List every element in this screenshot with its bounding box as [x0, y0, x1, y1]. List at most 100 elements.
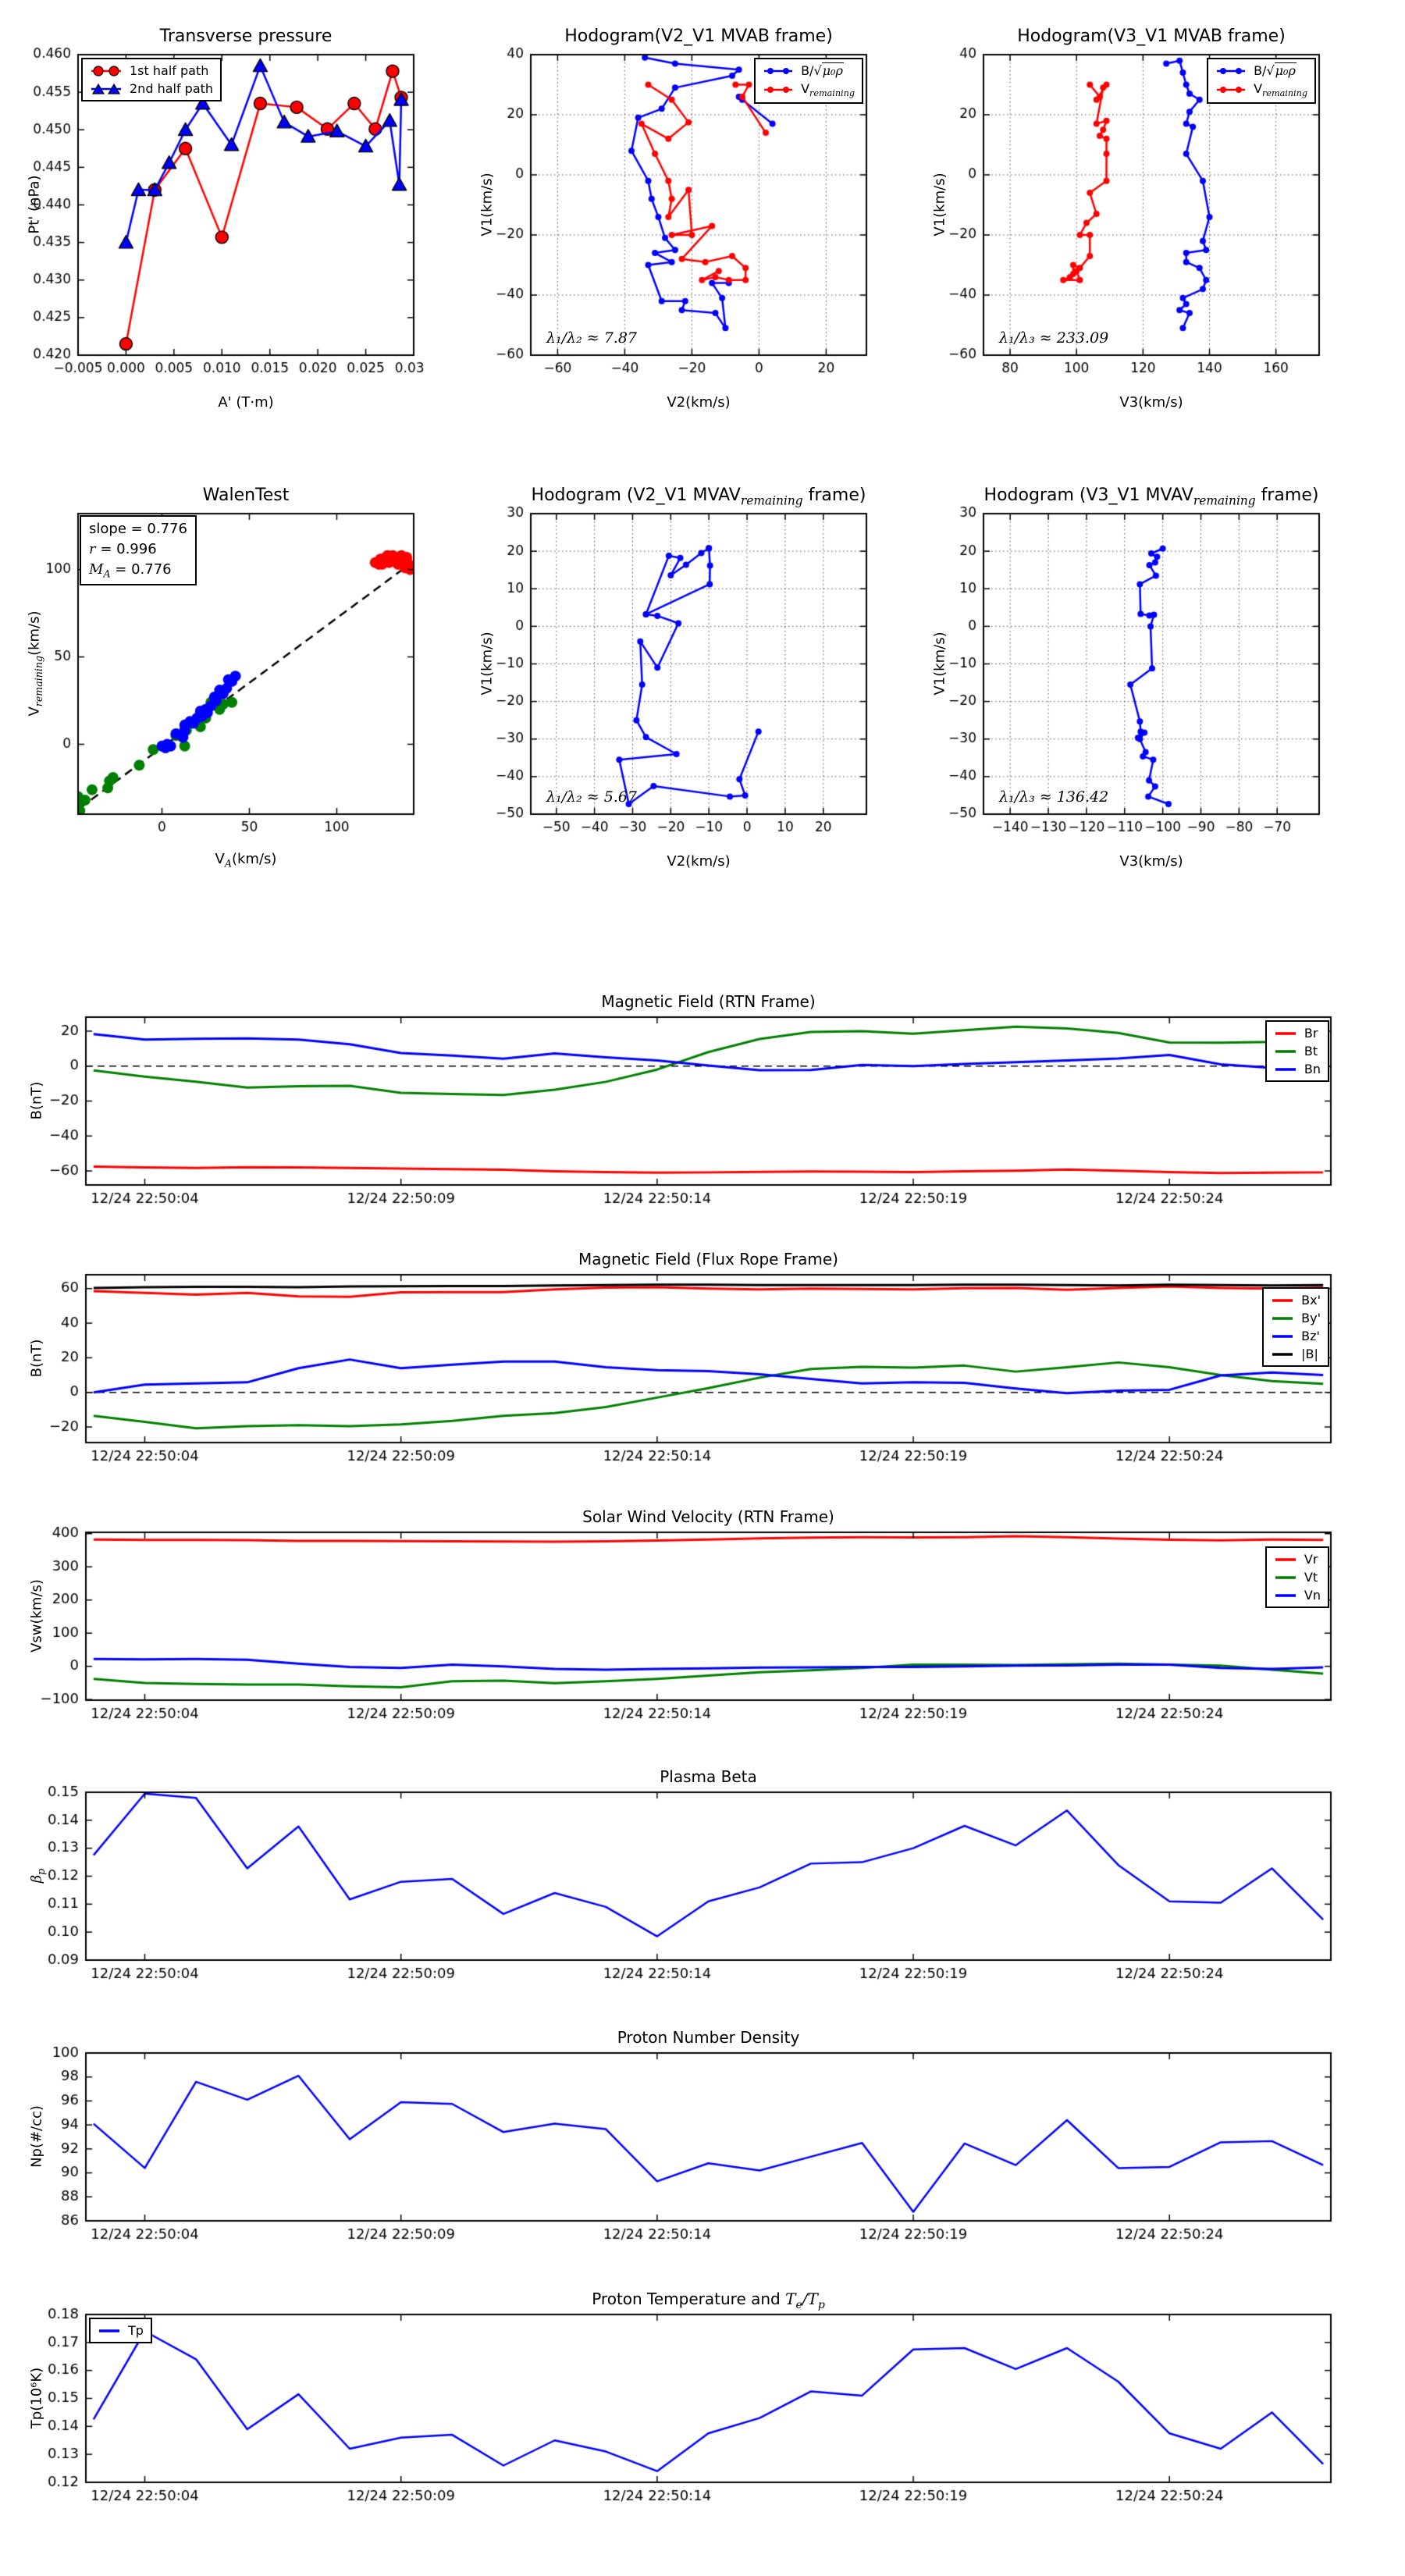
chart-title: Hodogram(V2_V1 MVAB frame)	[564, 27, 833, 46]
chart-title: Proton Temperature and Te/Tp	[592, 2290, 825, 2311]
black-line-marker-icon	[1272, 1352, 1293, 1356]
legend-label: Bz'	[1301, 1329, 1320, 1343]
legend-label: B/√μ₀ρ	[801, 62, 844, 78]
legend-label: Vr	[1304, 1552, 1318, 1567]
legend-item: Vt	[1274, 1568, 1321, 1586]
y-axis-label: V1(km/s)	[478, 173, 496, 237]
panel-walen-test: WalenTest Vremaining(km/s) VA(km/s) slop…	[9, 481, 425, 871]
legend-label: Bt	[1304, 1044, 1318, 1059]
red-circle-line-marker-icon	[91, 65, 121, 76]
panel-proton-number-density: Proton Number Density Np(#/cc)	[9, 2026, 1405, 2252]
panel-solar-wind-velocity: Solar Wind Velocity (RTN Frame) Vsw(km/s…	[9, 1506, 1405, 1731]
y-axis-label: V1(km/s)	[478, 632, 496, 696]
slope-value: slope = 0.776	[89, 521, 187, 537]
legend-label: Vt	[1304, 1570, 1318, 1585]
blue-line-marker-icon	[1275, 1593, 1296, 1597]
legend-label: |B|	[1301, 1347, 1318, 1361]
panel-magnetic-field-flux-rope: Magnetic Field (Flux Rope Frame) B(nT) B…	[9, 1248, 1405, 1474]
panel-proton-temperature: Proton Temperature and Te/Tp Tp(10⁶K) Tp	[9, 2288, 1405, 2514]
green-line-marker-icon	[1275, 1575, 1296, 1579]
legend-item: Bx'	[1271, 1291, 1321, 1309]
legend-item: Vremaining	[1215, 80, 1307, 100]
chart-title: WalenTest	[202, 486, 290, 505]
y-axis-label: Vremaining(km/s)	[26, 610, 45, 717]
blue-line-marker-icon	[99, 2329, 119, 2332]
x-axis-label: V3(km/s)	[1119, 853, 1183, 870]
y-axis-label: Tp(10⁶K)	[28, 2367, 45, 2429]
blue-triangle-line-marker-icon	[91, 83, 121, 94]
walen-fit-stats-box: slope = 0.776 r = 0.996 MA = 0.776	[80, 515, 197, 586]
x-axis-label: A' (T·m)	[218, 394, 274, 411]
legend-item: Bt	[1274, 1042, 1321, 1060]
legend-label: Vremaining	[1254, 81, 1307, 99]
legend-label: B/√μ₀ρ	[1254, 62, 1297, 78]
eigenvalue-ratio-annotation: λ₁/λ₂ ≈ 7.87	[546, 329, 638, 347]
legend-label: Tp	[128, 2323, 144, 2338]
legend-item: B/√μ₀ρ	[1215, 62, 1307, 80]
panel-transverse-pressure: Transverse pressure Pt' (nPa) A' (T·m) 1…	[9, 22, 425, 412]
legend-item: Tp	[98, 2322, 144, 2339]
green-line-marker-icon	[1272, 1316, 1293, 1320]
legend-label: Vremaining	[801, 81, 855, 99]
chart-title: Solar Wind Velocity (RTN Frame)	[582, 1507, 834, 1526]
chart-title: Hodogram (V2_V1 MVAVremaining frame)	[531, 486, 866, 508]
y-axis-label: Np(#/cc)	[28, 2105, 45, 2168]
legend: 1st half path 2nd half path	[81, 58, 222, 101]
legend-item: Bz'	[1271, 1327, 1321, 1345]
legend: Tp	[89, 2318, 152, 2343]
proton-temperature-canvas	[9, 2288, 1405, 2514]
y-axis-label: βp	[28, 1868, 48, 1884]
panel-hodogram-v2v1-mvab: Hodogram(V2_V1 MVAB frame) V1(km/s) V2(k…	[462, 22, 877, 412]
x-axis-label: V3(km/s)	[1119, 394, 1183, 411]
blue-dot-line-marker-icon	[764, 67, 793, 74]
legend: Vr Vt Vn	[1264, 1546, 1329, 1608]
panel-hodogram-v2v1-mvav: Hodogram (V2_V1 MVAVremaining frame) V1(…	[462, 481, 877, 871]
hodogram-v2v1-mvav-canvas	[462, 481, 877, 871]
x-axis-label: VA(km/s)	[215, 851, 277, 870]
correlation-value: r = 0.996	[89, 541, 157, 558]
y-axis-label: V1(km/s)	[931, 173, 948, 237]
legend-item: Vn	[1274, 1586, 1321, 1604]
panel-plasma-beta: Plasma Beta βp	[9, 1766, 1405, 1991]
legend-label: Bx'	[1301, 1293, 1321, 1308]
y-axis-label: V1(km/s)	[931, 632, 948, 696]
blue-line-marker-icon	[1275, 1067, 1296, 1071]
legend-label: 1st half path	[130, 63, 209, 78]
legend-label: By'	[1301, 1311, 1321, 1325]
chart-title: Magnetic Field (RTN Frame)	[601, 992, 816, 1011]
legend: B/√μ₀ρ Vremaining	[1207, 58, 1316, 105]
alfven-mach-value: MA = 0.776	[89, 561, 172, 580]
eigenvalue-ratio-annotation: λ₁/λ₃ ≈ 233.09	[999, 329, 1109, 347]
blue-dot-line-marker-icon	[1217, 67, 1246, 74]
chart-title: Plasma Beta	[660, 1767, 757, 1786]
y-axis-label: B(nT)	[28, 1339, 45, 1378]
panel-hodogram-v3v1-mvab: Hodogram(V3_V1 MVAB frame) V1(km/s) V3(k…	[915, 22, 1330, 412]
red-line-marker-icon	[1272, 1298, 1293, 1302]
legend-item: Vremaining	[763, 80, 855, 100]
legend-item: 1st half path	[90, 62, 213, 80]
walen-test-canvas	[9, 481, 425, 871]
legend-item: 2nd half path	[90, 80, 213, 98]
legend-label: Vn	[1304, 1588, 1321, 1603]
legend: B/√μ₀ρ Vremaining	[754, 58, 863, 105]
legend-item: Vr	[1274, 1550, 1321, 1568]
proton-number-density-canvas	[9, 2026, 1405, 2252]
y-axis-label: B(nT)	[28, 1081, 45, 1120]
legend: Bx' By' Bz' |B|	[1262, 1287, 1329, 1367]
eigenvalue-ratio-annotation: λ₁/λ₃ ≈ 136.42	[999, 788, 1109, 806]
chart-title: Magnetic Field (Flux Rope Frame)	[578, 1250, 838, 1268]
y-axis-label: Pt' (nPa)	[26, 175, 43, 234]
legend-item: Br	[1274, 1024, 1321, 1042]
y-axis-label: Vsw(km/s)	[28, 1579, 45, 1653]
legend-label: Bn	[1304, 1062, 1321, 1076]
x-axis-label: V2(km/s)	[667, 394, 731, 411]
chart-title: Hodogram (V3_V1 MVAVremaining frame)	[984, 486, 1319, 508]
legend-item: Bn	[1274, 1060, 1321, 1078]
eigenvalue-ratio-annotation: λ₁/λ₂ ≈ 5.67	[546, 788, 638, 806]
legend-item: |B|	[1271, 1345, 1321, 1363]
legend: Br Bt Bn	[1264, 1020, 1329, 1082]
panel-hodogram-v3v1-mvav: Hodogram (V3_V1 MVAVremaining frame) V1(…	[915, 481, 1330, 871]
magnetic-field-rtn-canvas	[9, 991, 1405, 1216]
hodogram-v3v1-mvav-canvas	[915, 481, 1330, 871]
legend-label: 2nd half path	[130, 81, 214, 96]
